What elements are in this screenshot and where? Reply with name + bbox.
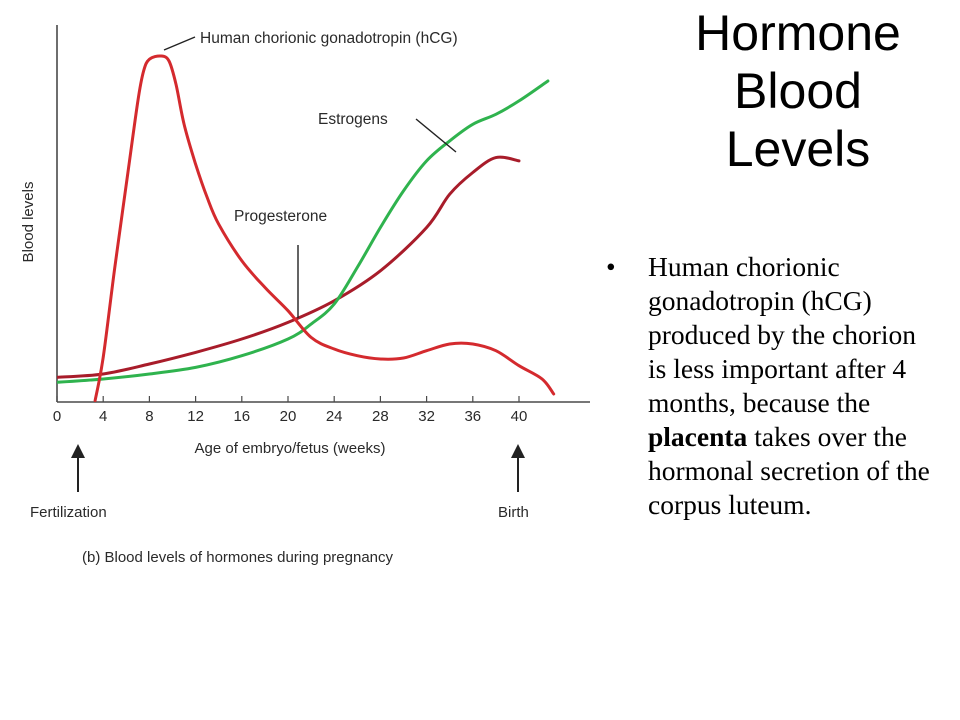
hcg-pointer: [163, 36, 196, 51]
x-tick-label: 8: [145, 408, 153, 425]
bullet-bold-term: placenta: [648, 421, 748, 452]
birth-label: Birth: [498, 504, 529, 521]
x-tick-label: 24: [326, 408, 343, 425]
x-tick-label: 28: [372, 408, 389, 425]
birth-arrow-head: [511, 444, 525, 458]
x-tick-label: 32: [418, 408, 435, 425]
estrogens-line: [57, 79, 550, 384]
progesterone-line: [57, 155, 521, 379]
bullet-item: • Human chorionic gonadotropin (hCG) pro…: [606, 250, 936, 522]
x-tick-label: 40: [511, 408, 528, 425]
hcg-label: Human chorionic gonadotropin (hCG): [200, 30, 458, 47]
title-line: Levels: [725, 121, 871, 177]
x-tick-label: 0: [53, 408, 61, 425]
x-tick-label: 20: [280, 408, 297, 425]
annotations: [71, 36, 525, 492]
x-axis-label: Age of embryo/fetus (weeks): [195, 440, 386, 457]
x-tick-label: 16: [233, 408, 250, 425]
title-line: Hormone: [695, 5, 901, 61]
bullet-icon: •: [606, 251, 616, 282]
estrogens-pointer: [415, 118, 457, 153]
bullet-text-before: Human chorionic gonadotropin (hCG) produ…: [648, 251, 917, 418]
estrogens-label: Estrogens: [318, 111, 388, 128]
x-tick-label: 4: [99, 408, 107, 425]
x-tick-label: 12: [187, 408, 204, 425]
hormone-chart: 0 4 8 12 16 20 24 28 32 36 40 Blood levels Age of …: [20, 25, 590, 566]
fertilization-arrow-head: [71, 444, 85, 458]
fertilization-label: Fertilization: [30, 504, 107, 521]
axes: [56, 25, 590, 403]
slide-title: Hormone Blood Levels: [648, 4, 948, 178]
title-line: Blood: [734, 63, 862, 119]
bullet-text-after: takes over the hormonal secretion of the…: [648, 421, 930, 520]
x-tick-label: 36: [464, 408, 481, 425]
bullet-text: Human chorionic gonadotropin (hCG) produ…: [648, 250, 936, 522]
series-lines: [57, 54, 556, 402]
progesterone-label: Progesterone: [234, 208, 327, 225]
y-axis-label: Blood levels: [20, 182, 37, 263]
x-ticks: 0 4 8 12 16 20 24 28 32 36 40: [53, 396, 528, 425]
hcg-line: [93, 54, 556, 402]
chart-caption: (b) Blood levels of hormones during preg…: [82, 549, 394, 566]
